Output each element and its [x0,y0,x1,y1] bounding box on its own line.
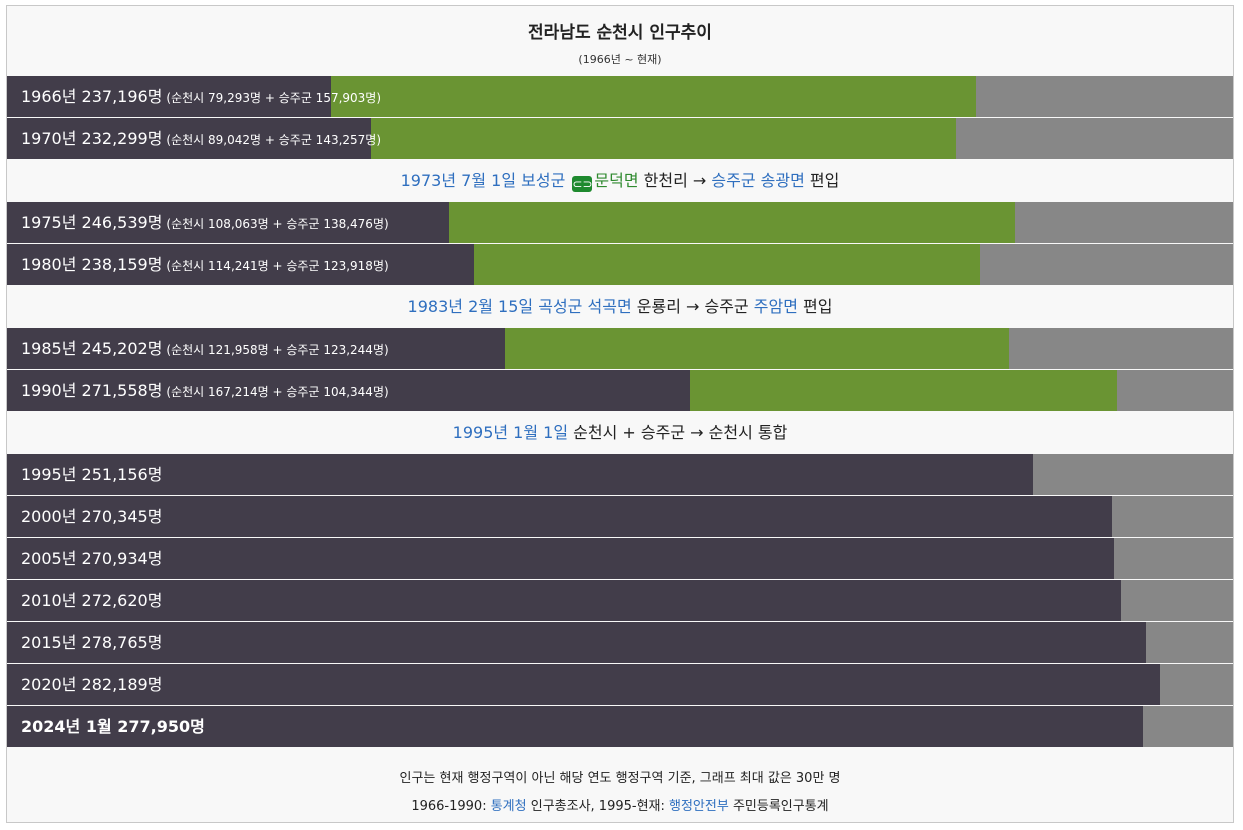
event-row: 1995년 1월 1일 순천시 + 승주군 → 순천시 통합 [7,412,1233,453]
bar-total-label: 2010년 272,620명 [21,591,163,610]
population-bar-row: 2010년 272,620명 [7,580,1233,621]
source-suffix: 주민등록인구통계 [728,799,829,814]
event-plain-text: 한천리 → [638,171,712,190]
seungju-bar [474,244,980,285]
bar-total-label: 2020년 282,189명 [21,675,163,694]
bar-detail-label: (순천시 121,958명 + 승주군 123,244명) [166,343,389,357]
source-link-statistics-korea[interactable]: 통계청 [490,799,527,814]
event-plain-text: 편입 [797,297,833,316]
bar-label: 1990년 271,558명 (순천시 167,214명 + 승주군 104,34… [21,370,389,411]
population-bar-row: 1980년 238,159명 (순천시 114,241명 + 승주군 123,91… [7,244,1233,285]
suncheon-bar [7,328,505,369]
population-chart: 전라남도 순천시 인구추이 (1966년 ~ 현재) 1966년 237,196… [6,5,1234,823]
event-link-green[interactable]: 문덕면 [594,171,639,190]
bar-label: 2024년 1월 277,950명 [21,706,205,747]
footer-source: 1966-1990: 통계청 인구총조사, 1995-현재: 행정안전부 주민등… [7,795,1233,814]
suncheon-bar [7,202,449,243]
bar-label: 2020년 282,189명 [21,664,162,705]
suncheon-bar [7,664,1160,705]
bar-total-label: 2000년 270,345명 [21,507,163,526]
source-mid: 인구총조사, 1995-현재: [526,799,670,814]
suncheon-bar [7,706,1143,747]
bar-total-label: 2015년 278,765명 [21,633,163,652]
bar-total-label: 1985년 245,202명 [21,339,163,358]
population-bar-row: 1975년 246,539명 (순천시 108,063명 + 승주군 138,47… [7,202,1233,243]
chart-subtitle: (1966년 ~ 현재) [578,53,662,66]
suncheon-bar [7,454,1033,495]
population-bar-row: 1970년 232,299명 (순천시 89,042명 + 승주군 143,257… [7,118,1233,159]
seungju-bar [449,202,1015,243]
source-prefix: 1966-1990: [411,799,491,814]
event-link[interactable]: 주암면 [753,297,798,316]
event-text: 1995년 1월 1일 순천시 + 승주군 → 순천시 통합 [7,412,1233,453]
event-plain-text: 운룡리 → 승주군 [631,297,754,316]
bar-label: 1980년 238,159명 (순천시 114,241명 + 승주군 123,91… [21,244,389,285]
chart-title: 전라남도 순천시 인구추이 [528,23,712,43]
bar-label: 1966년 237,196명 (순천시 79,293명 + 승주군 157,903… [21,76,381,117]
bar-detail-label: (순천시 114,241명 + 승주군 123,918명) [166,259,389,273]
event-row: 1973년 7월 1일 보성군 ⊂⊃ 문덕면 한천리 → 승주군 송광면 편입 [7,160,1233,201]
bar-label: 2010년 272,620명 [21,580,162,621]
suncheon-bar [7,244,474,285]
bar-detail-label: (순천시 167,214명 + 승주군 104,344명) [166,385,389,399]
bar-label: 2005년 270,934명 [21,538,162,579]
bar-detail-label: (순천시 108,063명 + 승주군 138,476명) [166,217,389,231]
bar-label: 1995년 251,156명 [21,454,162,495]
suncheon-bar [7,118,371,159]
bar-rows: 1966년 237,196명 (순천시 79,293명 + 승주군 157,903… [7,76,1233,748]
bar-label: 2015년 278,765명 [21,622,162,663]
event-link[interactable]: 승주군 [711,171,756,190]
bar-total-label: 2024년 1월 277,950명 [21,717,205,736]
event-link[interactable]: 보성군 [521,171,566,190]
suncheon-bar [7,370,690,411]
link-icon[interactable]: ⊂⊃ [572,176,593,192]
bar-label: 1970년 232,299명 (순천시 89,042명 + 승주군 143,257… [21,118,381,159]
population-bar-row: 2005년 270,934명 [7,538,1233,579]
event-link[interactable]: 곡성군 [538,297,583,316]
suncheon-bar [7,622,1146,663]
event-text: 1983년 2월 15일 곡성군 석곡면 운룡리 → 승주군 주암면 편입 [7,286,1233,327]
bar-total-label: 1990년 271,558명 [21,381,163,400]
event-plain-text [565,171,570,190]
event-link[interactable]: 송광면 [760,171,805,190]
population-bar-row: 1966년 237,196명 (순천시 79,293명 + 승주군 157,903… [7,76,1233,117]
seungju-bar [371,118,956,159]
footer-note: 인구는 현재 행정구역이 아닌 해당 연도 행정구역 기준, 그래프 최대 값은… [399,771,841,786]
population-bar-row: 2020년 282,189명 [7,664,1233,705]
event-link[interactable]: 1995년 1월 1일 [452,423,569,442]
bar-total-label: 1975년 246,539명 [21,213,163,232]
bar-total-label: 1980년 238,159명 [21,255,163,274]
population-bar-row: 2015년 278,765명 [7,622,1233,663]
event-text: 1973년 7월 1일 보성군 ⊂⊃ 문덕면 한천리 → 승주군 송광면 편입 [7,160,1233,201]
bar-label: 1975년 246,539명 (순천시 108,063명 + 승주군 138,47… [21,202,389,243]
population-bar-row: 1990년 271,558명 (순천시 167,214명 + 승주군 104,34… [7,370,1233,411]
bar-label: 2000년 270,345명 [21,496,162,537]
suncheon-bar [7,76,331,117]
event-plain-text: 편입 [804,171,840,190]
event-link[interactable]: 석곡면 [587,297,632,316]
seungju-bar [690,370,1117,411]
seungju-bar [331,76,976,117]
event-plain-text: 순천시 + 승주군 → 순천시 통합 [568,423,788,442]
bar-total-label: 2005년 270,934명 [21,549,163,568]
bar-total-label: 1995년 251,156명 [21,465,163,484]
event-link[interactable]: 1983년 2월 15일 [407,297,534,316]
bar-label: 1985년 245,202명 (순천시 121,958명 + 승주군 123,24… [21,328,389,369]
population-bar-row: 1985년 245,202명 (순천시 121,958명 + 승주군 123,24… [7,328,1233,369]
suncheon-bar [7,496,1112,537]
bar-total-label: 1970년 232,299명 [21,129,163,148]
population-bar-row: 2000년 270,345명 [7,496,1233,537]
suncheon-bar [7,538,1114,579]
bar-total-label: 1966년 237,196명 [21,87,163,106]
source-link-ministry[interactable]: 행정안전부 [669,799,729,814]
seungju-bar [505,328,1009,369]
event-link[interactable]: 1973년 7월 1일 [400,171,517,190]
population-bar-row: 1995년 251,156명 [7,454,1233,495]
bar-detail-label: (순천시 89,042명 + 승주군 143,257명) [166,133,382,147]
population-bar-row: 2024년 1월 277,950명 [7,706,1233,747]
event-row: 1983년 2월 15일 곡성군 석곡면 운룡리 → 승주군 주암면 편입 [7,286,1233,327]
bar-detail-label: (순천시 79,293명 + 승주군 157,903명) [166,91,382,105]
suncheon-bar [7,580,1121,621]
